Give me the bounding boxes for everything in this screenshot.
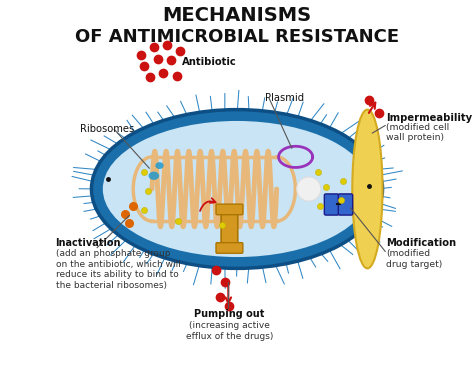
Ellipse shape xyxy=(91,110,383,268)
FancyBboxPatch shape xyxy=(216,243,243,253)
Text: Plasmid: Plasmid xyxy=(265,93,304,103)
Text: (increasing active
efflux of the drugs): (increasing active efflux of the drugs) xyxy=(186,321,273,341)
Text: Pumping out: Pumping out xyxy=(194,310,264,319)
Text: Modification: Modification xyxy=(386,238,456,248)
Ellipse shape xyxy=(155,162,164,169)
Ellipse shape xyxy=(103,121,371,257)
FancyBboxPatch shape xyxy=(216,204,243,215)
Text: Antibiotic: Antibiotic xyxy=(182,57,237,67)
FancyBboxPatch shape xyxy=(221,211,238,247)
Text: (add an phosphate group
on the antibiotic, which will
reduce its ability to bind: (add an phosphate group on the antibioti… xyxy=(55,249,181,290)
FancyBboxPatch shape xyxy=(324,194,339,215)
Ellipse shape xyxy=(148,172,159,180)
Text: Ribosomes: Ribosomes xyxy=(80,124,135,134)
Text: Inactivation: Inactivation xyxy=(55,238,121,248)
Ellipse shape xyxy=(297,177,321,201)
Ellipse shape xyxy=(352,110,383,268)
Text: Impermeability: Impermeability xyxy=(386,113,473,123)
Text: (modified cell
wall protein): (modified cell wall protein) xyxy=(386,123,449,142)
Text: OF ANTIMICROBIAL RESISTANCE: OF ANTIMICROBIAL RESISTANCE xyxy=(75,28,399,46)
Text: MECHANISMS: MECHANISMS xyxy=(163,6,311,25)
FancyBboxPatch shape xyxy=(338,194,353,215)
Text: (modified
drug target): (modified drug target) xyxy=(386,249,443,269)
